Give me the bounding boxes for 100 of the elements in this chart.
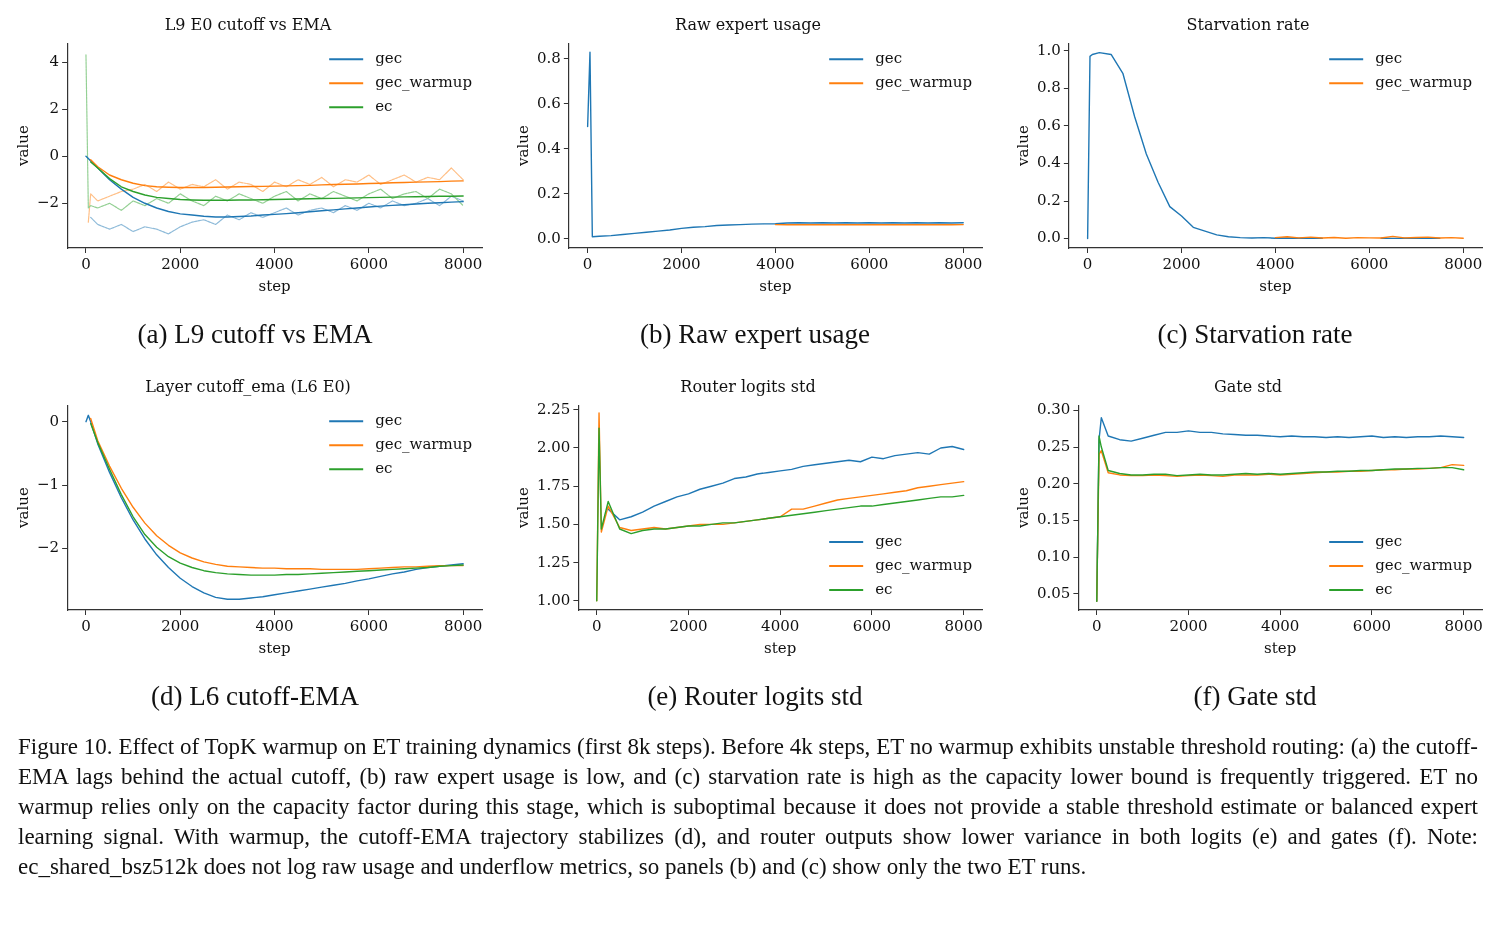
x-tick-label: 6000: [1350, 254, 1389, 273]
x-tick-label: 8000: [1444, 616, 1483, 635]
y-tick-label: 0.2: [537, 183, 561, 202]
y-tick-label: 1.0: [1037, 40, 1061, 59]
y-tick-label: 0.20: [1036, 473, 1071, 492]
caption: Figure 10. Effect of TopK warmup on ET training dynamics (first 8k steps). Before 4k steps, ET no warmup exhibits unstable threshold routing: (a) the cutoff-EMA lags behind the actual cutoff, (b) raw expert usage is low, and (c) starvation rate is high as the capacity lower bound is frequently triggered. ET no warmup relies only on the capacity factor during this stage, which is suboptimal because it does not provide a stable threshold estimate or balanced expert learning signal. With warmup, the cutoff-EMA trajectory stabilizes (d), and router outputs show lower variance in both logits (e) and gates (f). Note: ec_shared_bsz512k does not log raw usage and underflow metrics, so panels (b) and (c) show only the two ET runs.: [18, 733, 1478, 881]
legend-label: gec_warmup: [375, 435, 473, 454]
y-tick-label: 2.00: [536, 437, 571, 456]
chart-title: L9 E0 cutoff vs EMA: [164, 14, 332, 34]
x-tick-label: 6000: [852, 616, 892, 635]
y-tick-label: 2.25: [536, 399, 571, 418]
x-tick-label: 0: [1091, 616, 1102, 635]
y-tick-label: 1.00: [536, 590, 571, 609]
legend-label: gec: [875, 531, 903, 550]
y-tick-label: 0.2: [1037, 190, 1061, 209]
chart-title: Raw expert usage: [675, 14, 821, 34]
x-tick-label: 4000: [756, 254, 795, 273]
x-tick-label: 2000: [161, 254, 200, 273]
x-axis-title: step: [1264, 638, 1297, 657]
x-tick-label: 6000: [1352, 616, 1392, 635]
x-tick-label: 8000: [444, 616, 483, 635]
x-tick-label: 2000: [1162, 254, 1201, 273]
y-tick-label: 0.0: [537, 228, 561, 247]
x-tick-label: 4000: [255, 616, 294, 635]
y-axis-title: value: [13, 487, 32, 529]
x-axis-title: step: [258, 276, 291, 295]
y-tick-label: 0.05: [1036, 583, 1071, 602]
y-tick-label: −2: [36, 193, 60, 212]
y-tick-label: −2: [36, 538, 60, 557]
x-tick-label: 4000: [1256, 254, 1295, 273]
text: (d) L6 cutoff-EMA: [150, 681, 360, 712]
x-tick-label: 0: [81, 254, 91, 273]
y-tick-label: 0.8: [537, 48, 561, 67]
legend-label: gec: [1375, 49, 1403, 68]
chart-title: Router logits std: [680, 376, 816, 396]
y-tick-label: 0.15: [1036, 510, 1071, 529]
y-tick-label: 0.0: [1037, 228, 1061, 247]
x-axis-title: step: [759, 276, 792, 295]
chart-title: Layer cutoff_ema (L6 E0): [145, 376, 351, 396]
y-tick-label: −1: [36, 474, 60, 493]
x-tick-label: 2000: [1169, 616, 1208, 635]
chart-title: Starvation rate: [1186, 14, 1310, 34]
legend-label: gec_warmup: [1375, 555, 1473, 574]
legend-label: gec: [375, 411, 403, 430]
chart-title: Gate std: [1213, 376, 1283, 396]
line-series: [90, 195, 464, 235]
y-axis-title: value: [513, 487, 532, 529]
y-tick-label: 0.4: [1037, 153, 1061, 172]
x-tick-label: 4000: [761, 616, 800, 635]
text: (c) Starvation rate: [1156, 319, 1354, 350]
y-tick-label: 0.25: [1036, 436, 1071, 455]
text: (e) Router logits std: [646, 681, 864, 712]
x-tick-label: 8000: [444, 254, 483, 273]
x-tick-label: 4000: [1261, 616, 1300, 635]
x-tick-label: 2000: [669, 616, 708, 635]
y-tick-label: 0.6: [537, 93, 561, 112]
legend-label: ec: [1375, 579, 1393, 598]
y-tick-label: 2: [49, 99, 60, 117]
y-tick-label: 1.50: [536, 514, 571, 533]
y-axis-title: value: [13, 125, 32, 167]
y-tick-label: 4: [49, 51, 60, 70]
legend-label: gec: [875, 49, 903, 68]
x-tick-label: 0: [591, 616, 602, 635]
legend-label: gec_warmup: [375, 73, 473, 92]
x-tick-label: 0: [582, 254, 593, 273]
text: (b) Raw expert usage: [638, 319, 872, 350]
x-tick-label: 0: [1082, 254, 1093, 273]
legend-label: ec: [875, 579, 893, 598]
y-tick-label: 0.6: [1037, 115, 1061, 134]
y-tick-label: 0.8: [1037, 78, 1061, 97]
x-tick-label: 6000: [349, 254, 388, 273]
y-tick-label: 1.75: [536, 476, 571, 495]
line-series: [87, 167, 464, 223]
x-tick-label: 4000: [255, 254, 294, 273]
x-tick-label: 2000: [662, 254, 701, 273]
y-tick-label: 0.10: [1036, 547, 1071, 566]
text: (f) Gate std: [1192, 681, 1318, 712]
legend-label: gec_warmup: [875, 555, 973, 574]
x-axis-title: step: [764, 638, 797, 657]
x-tick-label: 2000: [161, 616, 200, 635]
y-tick-label: 0: [49, 146, 60, 165]
y-axis-title: value: [1013, 487, 1032, 529]
x-tick-label: 8000: [944, 616, 983, 635]
legend-label: ec: [375, 459, 393, 478]
x-axis-title: step: [1259, 276, 1292, 295]
x-tick-label: 0: [81, 616, 91, 635]
x-tick-label: 8000: [1444, 254, 1483, 273]
y-tick-label: 1.25: [536, 552, 571, 571]
y-tick-label: 0.4: [537, 138, 561, 157]
x-tick-label: 6000: [850, 254, 889, 273]
legend-label: gec_warmup: [1375, 73, 1473, 92]
legend-label: gec: [1375, 531, 1403, 550]
legend-label: gec: [375, 49, 403, 68]
y-axis-title: value: [513, 125, 532, 167]
x-tick-label: 6000: [349, 616, 388, 635]
y-axis-title: value: [1013, 125, 1032, 167]
legend-label: ec: [375, 97, 393, 116]
legend-label: gec_warmup: [875, 73, 973, 92]
y-tick-label: 0: [49, 411, 60, 430]
x-tick-label: 8000: [944, 254, 983, 273]
